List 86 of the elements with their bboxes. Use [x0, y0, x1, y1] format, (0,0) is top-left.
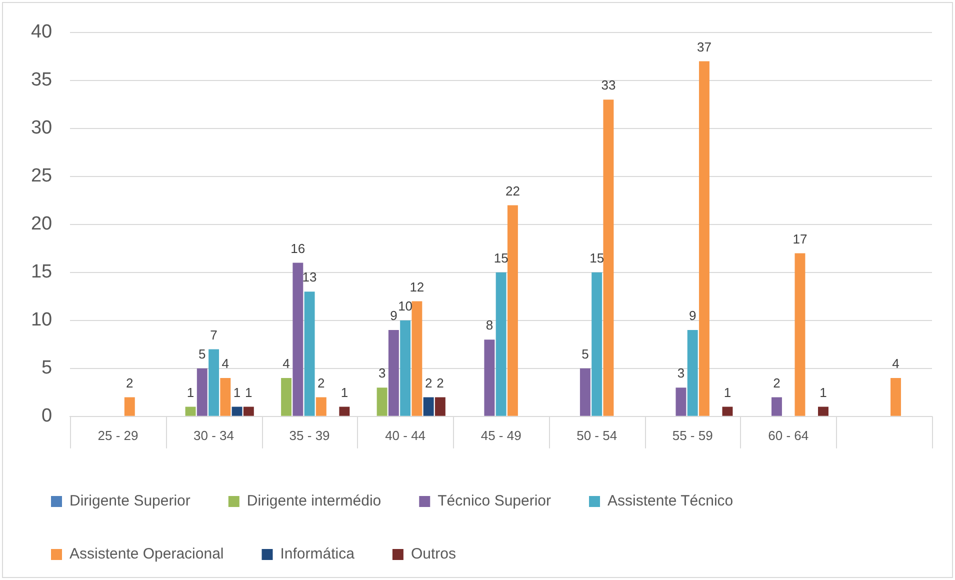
bar — [208, 349, 220, 416]
data-label: 1 — [233, 384, 241, 400]
bar — [232, 406, 242, 416]
data-label: 3 — [378, 366, 386, 381]
data-label: 3 — [677, 366, 685, 381]
bar — [316, 397, 326, 416]
bar — [196, 368, 208, 416]
y-tick-label: 10 — [30, 310, 52, 331]
data-label: 1 — [724, 384, 732, 400]
data-label: 9 — [390, 308, 398, 324]
legend-label: Dirigente Superior — [70, 492, 190, 510]
bar — [304, 292, 315, 416]
bar — [376, 388, 388, 416]
x-tick-label: 30 - 34 — [194, 428, 234, 443]
data-label: 1 — [186, 384, 194, 400]
x-tick-label: 55 - 59 — [672, 428, 713, 443]
bar — [292, 262, 304, 416]
bar — [496, 272, 506, 416]
legend-label: Assistente Operacional — [70, 546, 224, 563]
data-label: 22 — [505, 183, 520, 198]
data-label: 2 — [318, 375, 325, 390]
data-label: 15 — [590, 250, 604, 266]
bar — [592, 272, 602, 416]
bar — [676, 388, 686, 416]
bar — [818, 406, 828, 416]
bar — [400, 320, 411, 416]
bar — [794, 253, 806, 416]
data-label: 4 — [892, 356, 900, 372]
legend-label: Assistente Técnico — [608, 492, 734, 510]
bar — [603, 100, 614, 416]
bar — [434, 397, 446, 416]
bar — [220, 378, 231, 416]
data-label: 4 — [282, 356, 290, 372]
bar — [771, 397, 782, 416]
bar — [339, 406, 350, 416]
bar — [722, 406, 733, 416]
legend-label: Dirigente intermédio — [246, 492, 382, 510]
bar — [890, 378, 901, 416]
y-tick-label: 15 — [30, 262, 52, 283]
bar — [281, 378, 292, 416]
y-tick-label: 0 — [42, 406, 52, 427]
legend-label: Outros — [410, 546, 456, 563]
y-tick-label: 40 — [30, 22, 52, 43]
x-tick-label: 35 - 39 — [289, 428, 330, 443]
y-tick-label: 35 — [30, 70, 52, 91]
x-tick-label: 50 - 54 — [576, 428, 618, 443]
y-tick-label: 25 — [30, 166, 52, 187]
bar — [484, 340, 495, 416]
bar — [243, 406, 254, 416]
data-label: 2 — [436, 375, 444, 390]
data-label: 33 — [601, 78, 616, 93]
legend-label: Informática — [280, 546, 356, 563]
data-label: 4 — [222, 356, 230, 372]
data-label: 16 — [290, 240, 306, 256]
data-label: 7 — [210, 327, 218, 342]
data-label: 37 — [696, 39, 712, 54]
y-tick-label: 5 — [42, 358, 52, 379]
data-label: 2 — [424, 375, 432, 390]
data-label: 2 — [773, 375, 780, 390]
data-label: 1 — [340, 384, 348, 400]
bar — [423, 397, 434, 416]
x-tick-label: 40 - 44 — [385, 428, 426, 443]
data-label: 8 — [486, 318, 494, 333]
data-label: 2 — [126, 375, 134, 390]
x-tick-label: 45 - 49 — [480, 428, 522, 443]
x-tick-label: 25 - 29 — [98, 428, 138, 443]
bar — [698, 61, 710, 416]
bar — [687, 330, 698, 416]
x-tick-label: 60 - 64 — [768, 428, 809, 443]
bar — [388, 330, 399, 416]
data-label: 13 — [302, 270, 317, 285]
y-tick-label: 20 — [30, 214, 52, 235]
bar — [124, 397, 135, 416]
data-label: 12 — [410, 279, 424, 294]
data-label: 1 — [245, 384, 252, 400]
bar — [185, 406, 196, 416]
data-label: 9 — [688, 308, 696, 324]
data-label: 5 — [582, 346, 589, 362]
bar — [412, 301, 422, 416]
data-label: 5 — [198, 346, 206, 362]
bar — [580, 368, 590, 416]
y-tick-label: 30 — [30, 118, 52, 139]
data-label: 17 — [792, 231, 808, 246]
bar — [507, 205, 518, 416]
legend-label: Técnico Superior — [438, 492, 552, 510]
data-label: 1 — [820, 384, 827, 400]
